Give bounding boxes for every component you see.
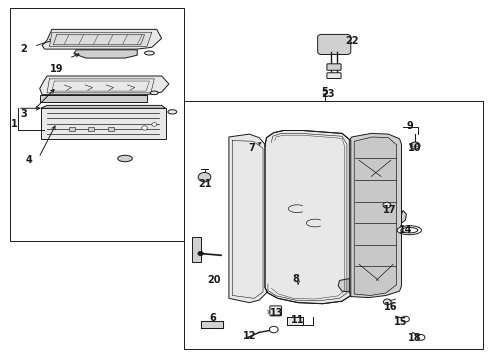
Text: 17: 17 [382, 206, 396, 216]
Circle shape [198, 252, 203, 255]
Polygon shape [41, 108, 165, 139]
Polygon shape [401, 211, 406, 223]
Text: 19: 19 [50, 64, 63, 74]
Polygon shape [41, 105, 165, 108]
Circle shape [382, 202, 390, 208]
Circle shape [409, 142, 419, 149]
Text: 4: 4 [25, 155, 32, 165]
FancyBboxPatch shape [317, 35, 350, 54]
Text: 1: 1 [11, 120, 18, 129]
Circle shape [383, 299, 390, 305]
Polygon shape [40, 95, 147, 102]
Polygon shape [337, 279, 348, 292]
Text: 11: 11 [291, 315, 304, 325]
FancyBboxPatch shape [326, 73, 340, 78]
Text: 6: 6 [209, 313, 216, 323]
Text: 22: 22 [345, 36, 358, 46]
Polygon shape [353, 137, 396, 296]
Circle shape [152, 123, 157, 126]
Text: 8: 8 [292, 274, 299, 284]
FancyBboxPatch shape [108, 127, 114, 131]
Polygon shape [74, 50, 137, 58]
Circle shape [401, 316, 408, 322]
FancyBboxPatch shape [269, 306, 281, 316]
Bar [10, 8, 183, 241]
Text: 10: 10 [407, 143, 420, 153]
Polygon shape [200, 320, 222, 328]
Ellipse shape [396, 226, 421, 235]
Circle shape [198, 172, 210, 182]
Text: 21: 21 [198, 179, 212, 189]
Ellipse shape [118, 155, 132, 162]
Text: 16: 16 [383, 302, 397, 312]
Text: 9: 9 [406, 121, 413, 131]
Text: 14: 14 [398, 225, 411, 235]
Ellipse shape [167, 110, 176, 114]
Text: 13: 13 [269, 308, 283, 318]
FancyBboxPatch shape [88, 127, 94, 131]
Polygon shape [40, 76, 168, 95]
Polygon shape [348, 134, 401, 298]
Polygon shape [49, 32, 152, 46]
Text: 18: 18 [407, 333, 421, 343]
Circle shape [269, 326, 278, 333]
Text: 15: 15 [393, 317, 407, 327]
FancyBboxPatch shape [69, 127, 75, 131]
Ellipse shape [150, 91, 158, 95]
Polygon shape [264, 131, 350, 304]
Text: 2: 2 [20, 44, 27, 54]
Polygon shape [192, 237, 200, 262]
FancyBboxPatch shape [326, 64, 340, 70]
Text: 20: 20 [207, 275, 221, 285]
Text: 23: 23 [321, 89, 334, 99]
Circle shape [416, 334, 424, 340]
Bar [183, 101, 483, 348]
Text: 5: 5 [321, 87, 327, 97]
Polygon shape [42, 30, 161, 49]
Polygon shape [228, 134, 266, 303]
Text: 12: 12 [242, 331, 256, 341]
Ellipse shape [400, 228, 417, 233]
Circle shape [142, 126, 147, 130]
Ellipse shape [144, 51, 154, 55]
Polygon shape [287, 317, 303, 325]
Text: 3: 3 [20, 109, 27, 119]
Text: 7: 7 [248, 143, 255, 153]
